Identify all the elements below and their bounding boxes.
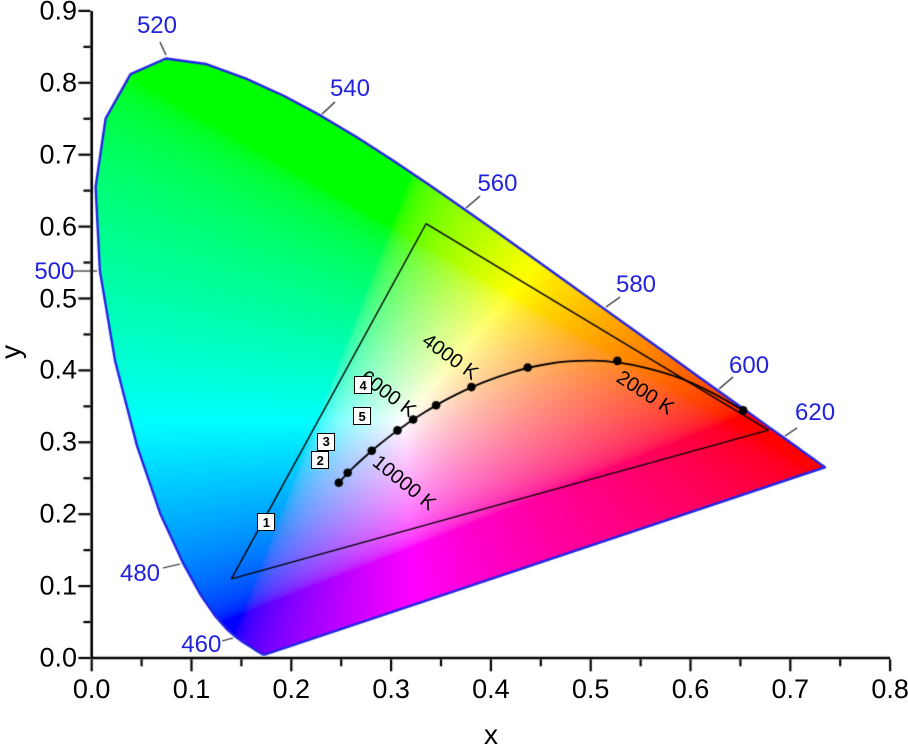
wavelength-label: 520 [136,11,177,39]
wavelength-label: 480 [119,559,161,587]
x-tick-label: 0.4 [472,674,510,704]
x-tick-label: 0.2 [272,674,311,704]
wavelength-label: 460 [181,630,222,658]
sample-marker-4: 4 [354,376,373,395]
y-tick-label: 0.3 [39,426,77,457]
temperature-label: 10000 K [368,451,440,516]
x-tick-label: 0.5 [571,674,610,704]
y-tick-label: 0.7 [39,139,77,170]
x-tick-label: 0.8 [871,674,908,704]
wavelength-label: 540 [329,74,370,102]
wavelength-label: 500 [34,258,75,286]
sample-marker-5: 5 [353,407,372,426]
y-tick-label: 0.6 [39,211,77,242]
wavelength-label: 620 [795,398,836,426]
x-tick-label: 0.0 [72,674,111,704]
temperature-label: 2000 K [612,366,678,420]
x-tick-label: 0.6 [671,674,710,704]
temperature-label: 4000 K [417,329,483,385]
y-tick-label: 0.5 [39,283,77,313]
y-tick-label: 0.9 [39,0,77,26]
x-axis-title: x [484,719,498,750]
wavelength-label: 580 [615,270,657,298]
y-tick-label: 0.4 [39,354,77,385]
sample-marker-2: 2 [311,451,330,470]
x-tick-label: 0.7 [771,674,810,704]
y-tick-label: 0.1 [39,570,77,601]
y-tick-label: 0.2 [39,498,77,529]
y-tick-label: 0.8 [39,67,77,98]
wavelength-label: 600 [729,352,770,379]
y-axis-title: y [0,345,26,359]
y-tick-label: 0.0 [39,642,77,673]
sample-marker-3: 3 [317,432,336,451]
wavelength-label: 560 [477,169,518,197]
sample-marker-1: 1 [257,513,276,532]
x-tick-label: 0.1 [172,674,211,704]
x-tick-label: 0.3 [372,674,410,704]
